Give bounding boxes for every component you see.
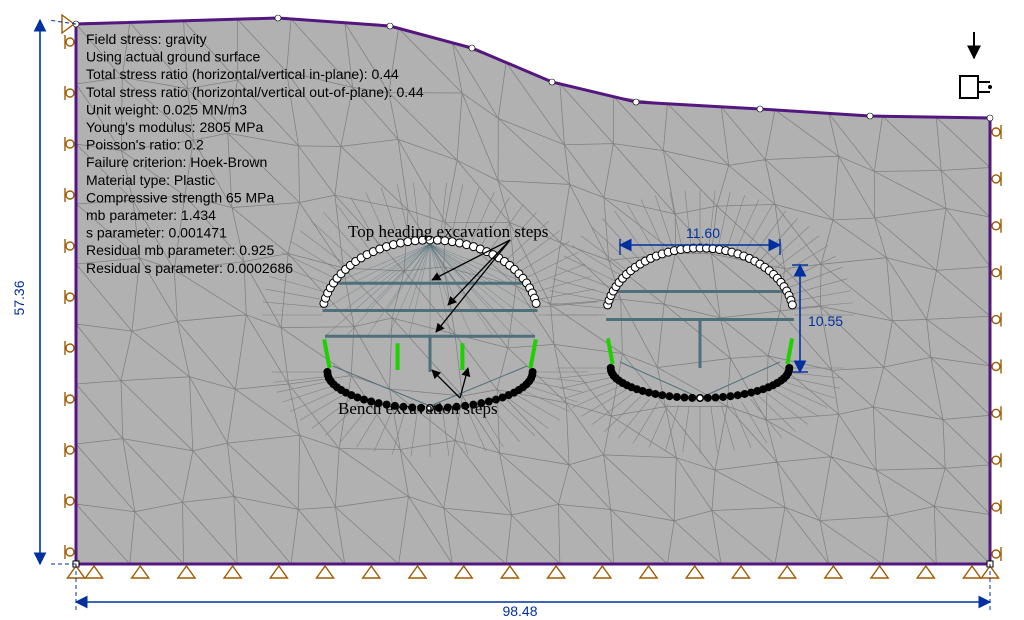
roller-bc <box>65 392 74 406</box>
roller-bc <box>65 545 74 559</box>
pin-bc <box>132 566 149 578</box>
param-line: Poisson's ratio: 0.2 <box>86 137 204 153</box>
roller-bc <box>992 406 1001 420</box>
pin-bc <box>779 566 796 578</box>
model-canvas: Field stress: gravity Using actual ground… <box>0 0 1024 620</box>
pin-bc <box>409 566 426 578</box>
dim-tunnel-height: 10.55 <box>808 313 843 329</box>
annotation-label: Bench excavation steps <box>338 399 498 418</box>
pin-bc <box>640 566 657 578</box>
roller-bc <box>65 35 74 49</box>
pin-bc <box>825 566 842 578</box>
dim-height: 57.36 <box>11 280 27 315</box>
param-line: Total stress ratio (horizontal/vertical … <box>86 84 424 100</box>
param-line: Material type: Plastic <box>86 172 215 188</box>
annotation-label: Top heading excavation steps <box>348 222 548 241</box>
roller-bc <box>65 188 74 202</box>
roller-bc <box>65 341 74 355</box>
roller-bc <box>65 494 74 508</box>
roller-bc <box>992 125 1001 139</box>
stress-icon <box>960 32 992 98</box>
fem-screenshot: Field stress: gravity Using actual ground… <box>0 0 1024 620</box>
pin-bc <box>270 566 287 578</box>
pin-bc <box>455 566 472 578</box>
roller-bc <box>992 172 1001 186</box>
dim-tunnel-width: 11.60 <box>686 225 720 241</box>
param-line: Residual mb parameter: 0.925 <box>86 242 275 258</box>
param-line: Unit weight: 0.025 MN/m3 <box>86 101 247 117</box>
pin-bc <box>316 566 333 578</box>
roller-bc <box>992 266 1001 280</box>
pin-bc <box>224 566 241 578</box>
pin-bc <box>363 566 380 578</box>
pin-bc <box>501 566 518 578</box>
roller-bc <box>65 239 74 253</box>
pin-bc <box>85 566 102 578</box>
roller-bc <box>992 547 1001 561</box>
pin-bc <box>594 566 611 578</box>
pin-bc <box>963 566 980 578</box>
param-line: Failure criterion: Hoek-Brown <box>86 154 267 170</box>
param-line: mb parameter: 1.434 <box>86 207 216 223</box>
roller-bc <box>992 453 1001 467</box>
roller-bc <box>992 359 1001 373</box>
param-line: Young's modulus: 2805 MPa <box>86 119 263 135</box>
pin-bc <box>917 566 934 578</box>
param-line: Compressive strength 65 MPa <box>86 189 275 205</box>
param-line: Using actual ground surface <box>86 49 261 65</box>
roller-bc <box>65 137 74 151</box>
param-line: Total stress ratio (horizontal/vertical … <box>86 66 399 82</box>
pin-bc <box>548 566 565 578</box>
roller-bc <box>992 313 1001 327</box>
dim-width: 98.48 <box>502 603 537 619</box>
roller-bc <box>992 500 1001 514</box>
roller-bc <box>65 290 74 304</box>
param-line: Field stress: gravity <box>86 31 207 47</box>
param-line: s parameter: 0.001471 <box>86 225 227 241</box>
roller-bc <box>992 219 1001 233</box>
pin-bc <box>686 566 703 578</box>
roller-bc <box>65 86 74 100</box>
param-line: Residual s parameter: 0.0002686 <box>86 260 293 276</box>
roller-bc <box>65 443 74 457</box>
pin-bc <box>178 566 195 578</box>
pin-bc <box>732 566 749 578</box>
pin-bc <box>871 566 888 578</box>
